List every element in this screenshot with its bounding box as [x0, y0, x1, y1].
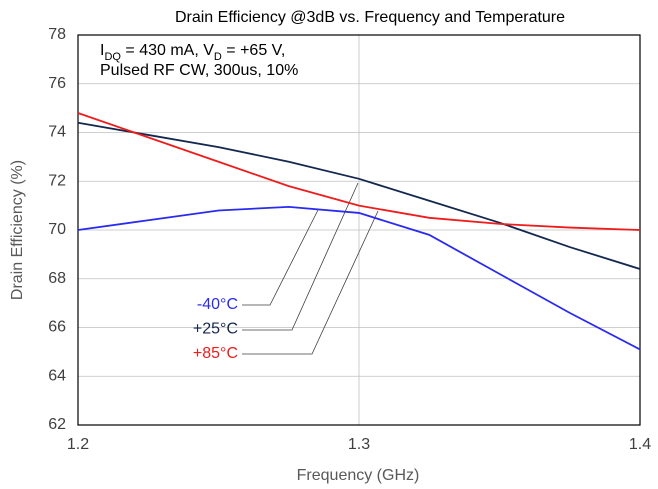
y-tick-label: 70: [48, 221, 66, 238]
y-tick-label: 76: [48, 75, 66, 92]
leader-line: [242, 209, 319, 306]
y-tick-label: 68: [48, 270, 66, 287]
annotation-part: DQ: [104, 51, 121, 63]
annotation-part: = 430 mA, V: [121, 42, 214, 59]
y-tick-label: 78: [48, 26, 66, 43]
annotation-part: D: [214, 51, 222, 63]
y-tick-label: 64: [48, 367, 66, 384]
annotation-part: I: [100, 42, 104, 59]
legend-label: -40°C: [197, 296, 238, 313]
x-tick-label: 1.3: [348, 436, 370, 453]
y-tick-label: 62: [48, 416, 66, 433]
x-tick-label: 1.4: [629, 436, 651, 453]
annotation: Pulsed RF CW, 300us, 10%: [100, 62, 298, 79]
y-axis-label: Drain Efficiency (%): [9, 160, 26, 300]
leader-lines: [242, 182, 379, 355]
y-tick-label: 66: [48, 319, 66, 336]
chart-title: Drain Efficiency @3dB vs. Frequency and …: [175, 9, 565, 26]
x-tick-label: 1.2: [67, 436, 89, 453]
legend-label: +85°C: [193, 345, 238, 362]
annotation: IDQ = 430 mA, VD = +65 V,: [100, 42, 285, 63]
y-tick-label: 72: [48, 172, 66, 189]
x-axis-label: Frequency (GHz): [297, 467, 420, 484]
series-line: [77, 205, 641, 351]
y-tick-label: 74: [48, 124, 66, 141]
series-line: [77, 112, 641, 231]
legend-label: +25°C: [193, 321, 238, 338]
leader-line: [242, 210, 379, 355]
leader-line: [242, 182, 359, 331]
series-line: [77, 121, 641, 270]
annotation-part: = +65 V,: [222, 42, 285, 59]
